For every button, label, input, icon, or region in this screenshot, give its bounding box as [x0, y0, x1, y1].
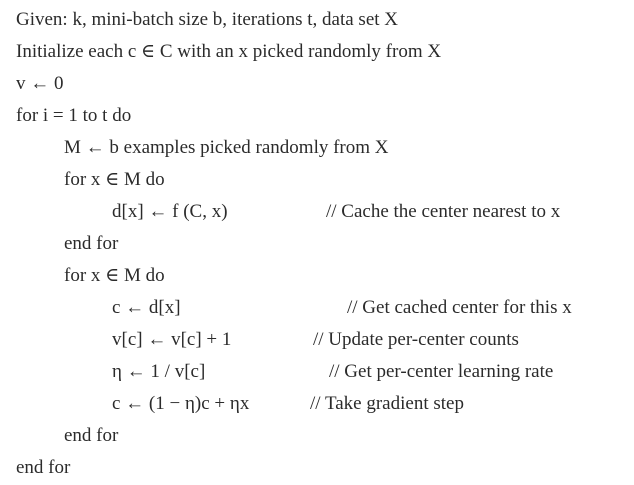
- code-comment: // Take gradient step: [310, 393, 464, 414]
- code-text: v ← 0: [16, 73, 64, 94]
- code-text: c ← d[x]: [112, 297, 181, 318]
- code-text: c ← (1 − η)c + ηx: [112, 393, 250, 414]
- code-text: end for: [16, 457, 71, 478]
- code-text: for i = 1 to t do: [16, 105, 132, 126]
- code-text: Given: k, mini-batch size b, iterations …: [16, 9, 399, 30]
- code-comment: // Get cached center for this x: [347, 297, 572, 318]
- code-text: M ← b examples picked randomly from X: [64, 137, 389, 158]
- code-comment: // Get per-center learning rate: [329, 361, 554, 382]
- code-text: v[c] ← v[c] + 1: [112, 329, 232, 350]
- code-text: for x ∈ M do: [64, 169, 165, 190]
- code-comment: // Update per-center counts: [313, 329, 519, 350]
- code-text: end for: [64, 425, 119, 446]
- code-text: η ← 1 / v[c]: [112, 361, 206, 382]
- code-text: Initialize each c ∈ C with an x picked r…: [16, 41, 442, 62]
- code-text: d[x] ← f (C, x): [112, 201, 228, 222]
- code-text: for x ∈ M do: [64, 265, 165, 286]
- code-text: end for: [64, 233, 119, 254]
- code-comment: // Cache the center nearest to x: [326, 201, 561, 222]
